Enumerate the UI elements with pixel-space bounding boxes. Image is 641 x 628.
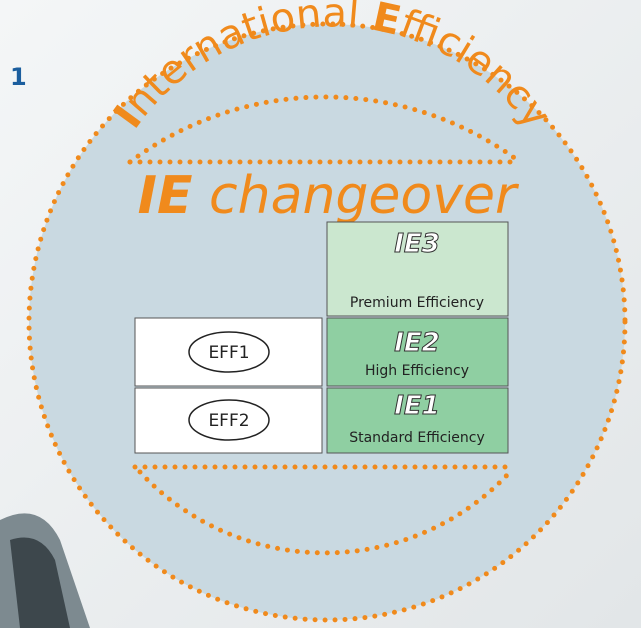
old-class: EFF2 (208, 411, 249, 431)
new-class-code: IE3 (394, 229, 440, 259)
new-class-code: IE2 (394, 328, 440, 358)
title-part: IE (138, 166, 193, 226)
new-class-label: Standard Efficiency (349, 430, 485, 446)
old-column: EFF1 EFF2 (135, 318, 322, 453)
title-part: changeover (193, 166, 520, 226)
diagram: 1 International Efficiency IE changeover… (0, 0, 641, 628)
old-class: EFF1 (208, 343, 249, 363)
new-column: IE3 Premium Efficiency IE2 High Efficien… (327, 222, 508, 453)
step-number: 1 (10, 63, 27, 91)
new-class-label: Premium Efficiency (350, 295, 484, 311)
new-class-label: High Efficiency (365, 363, 469, 379)
new-class-code: IE1 (394, 391, 440, 421)
title: IE changeover (138, 166, 520, 226)
page: 1 International Efficiency IE changeover… (0, 0, 641, 628)
